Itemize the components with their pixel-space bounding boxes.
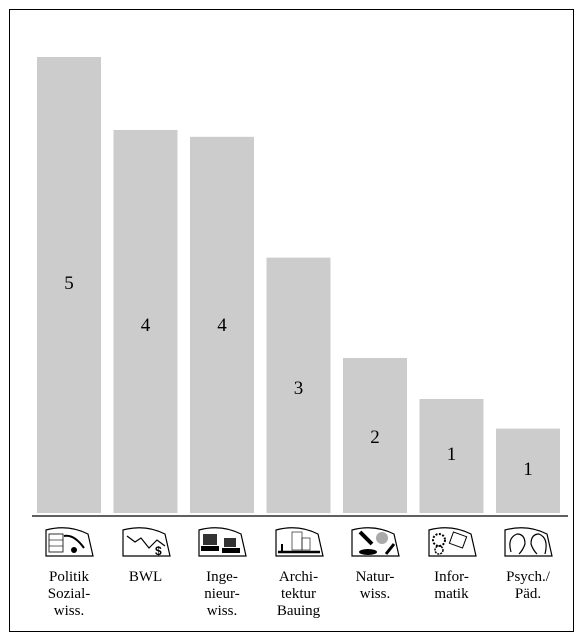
bar-7 <box>496 428 560 513</box>
bar-1 <box>37 57 101 513</box>
category-label-line: wiss. <box>359 586 391 602</box>
category-tick-label: Infor-matik <box>415 569 489 603</box>
category-label-line: Psych./ <box>506 569 550 585</box>
politics-social-science-icon <box>44 524 94 558</box>
bar-value-label: 5 <box>64 273 74 294</box>
bar-5 <box>343 357 407 513</box>
category-label-line: BWL <box>128 569 163 585</box>
category-label-line: wiss. <box>53 603 85 619</box>
architecture-building-icon <box>274 524 324 558</box>
category-label-line: Politik <box>48 569 89 585</box>
bar-4 <box>266 257 331 513</box>
bar-value-label: 2 <box>370 427 380 448</box>
bar-value-label: 4 <box>217 315 227 336</box>
category-label-line: wiss. <box>206 603 238 619</box>
engineering-computers-icon <box>197 524 247 558</box>
category-label-line: Infor- <box>434 569 469 585</box>
gears-informatics-icon <box>427 524 477 558</box>
business-chart-dollar-icon: $ <box>121 524 171 558</box>
category-tick-label: Inge-nieur-wiss. <box>185 569 259 620</box>
category-label-line: Sozial- <box>47 586 91 602</box>
category-tick-label: Psych./Päd. <box>491 569 565 603</box>
category-label-line: Inge- <box>206 569 238 585</box>
category-label-line: Päd. <box>514 586 542 602</box>
category-label-line: Archi- <box>278 569 319 585</box>
category-tick-label: BWL <box>109 569 183 586</box>
category-label-line: Natur- <box>355 569 395 585</box>
bar-value-label: 1 <box>447 444 457 465</box>
bar-value-label: 3 <box>294 378 304 399</box>
category-tick-label: Archi-tektur Bauing <box>262 569 336 620</box>
category-label-line: nieur- <box>204 586 240 602</box>
svg-text:$: $ <box>155 544 162 558</box>
bars: 5 4 4 3 2 1 1 <box>37 57 560 514</box>
faces-psychology-icon <box>503 524 553 558</box>
category-label-line: matik <box>434 586 469 602</box>
bar-value-label: 1 <box>523 459 533 480</box>
category-label-line: Bauing <box>276 603 321 619</box>
bar-6 <box>419 399 484 513</box>
bar-2 <box>113 129 178 513</box>
bar-value-label: 4 <box>141 315 151 336</box>
bar-3 <box>190 136 254 514</box>
category-label-line: tektur <box>281 586 316 602</box>
category-tick-label: Natur-wiss. <box>338 569 412 603</box>
microscope-science-icon <box>350 524 400 558</box>
category-tick-label: Politik Sozial-wiss. <box>32 569 106 620</box>
